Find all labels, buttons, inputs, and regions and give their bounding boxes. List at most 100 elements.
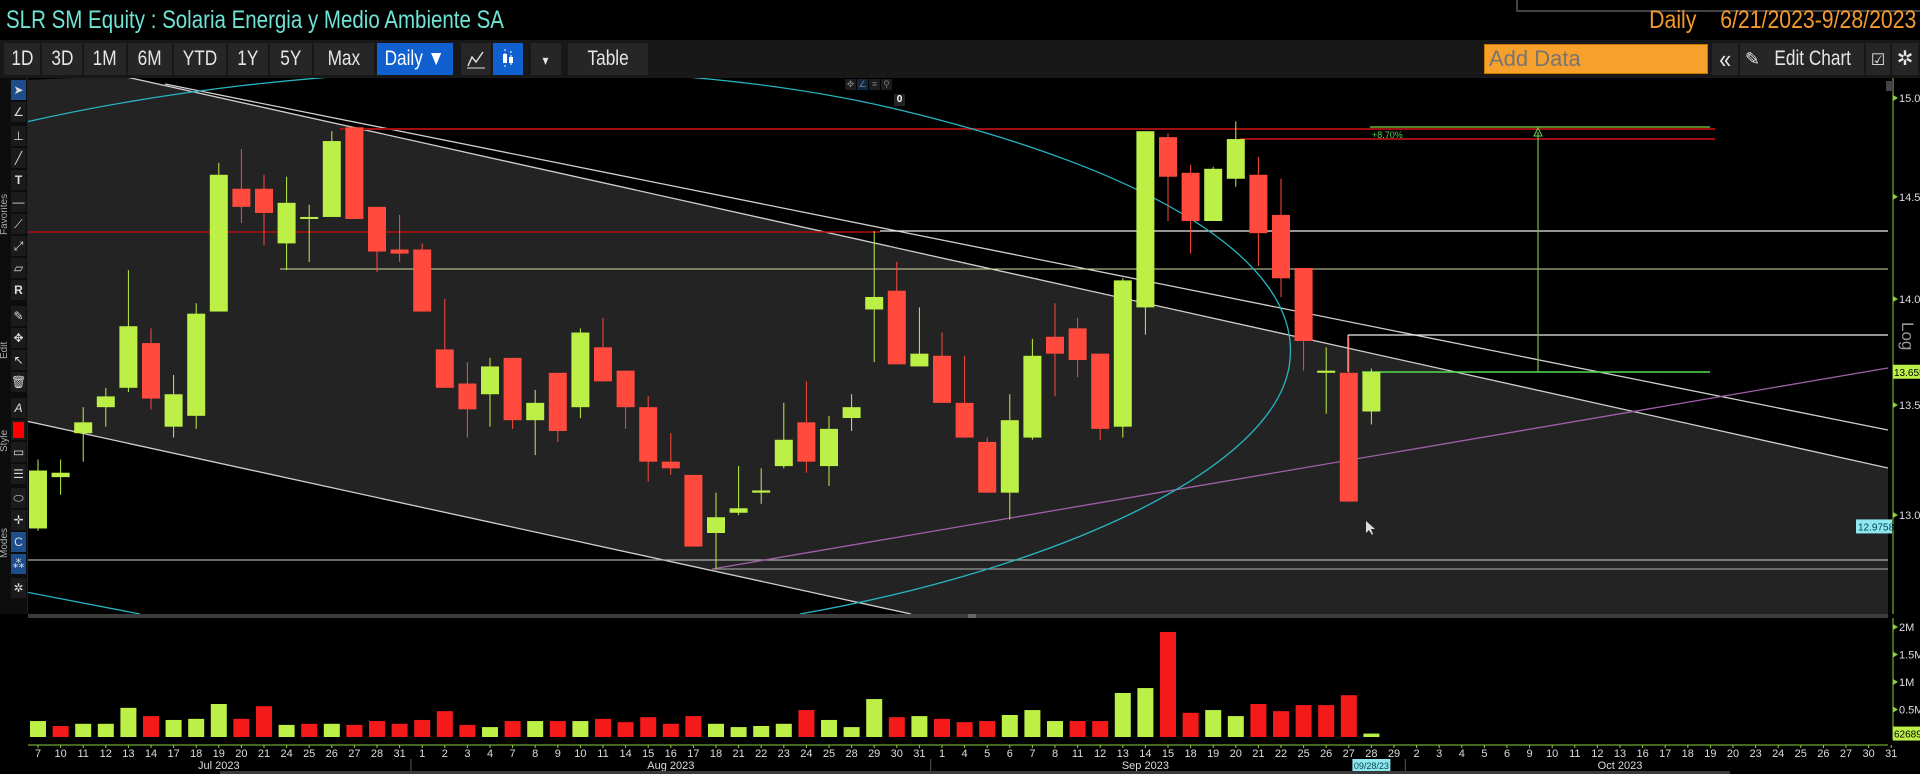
candle[interactable] bbox=[684, 474, 703, 547]
candle[interactable] bbox=[1136, 131, 1155, 335]
text-tool-icon[interactable]: T bbox=[11, 170, 26, 190]
candle[interactable] bbox=[1204, 166, 1223, 222]
candle[interactable] bbox=[368, 206, 386, 273]
candle[interactable] bbox=[1046, 303, 1064, 397]
candle[interactable] bbox=[933, 332, 951, 403]
gear-icon[interactable]: ✲ bbox=[11, 578, 26, 598]
candle[interactable] bbox=[910, 307, 929, 367]
candle[interactable] bbox=[797, 381, 816, 473]
candle[interactable] bbox=[345, 127, 364, 219]
pencil-dropdown-icon[interactable]: ∠ bbox=[11, 102, 26, 122]
settings-button[interactable]: ✲ bbox=[1892, 43, 1918, 75]
select-add-icon[interactable]: ↖ bbox=[11, 350, 26, 370]
candle[interactable] bbox=[51, 459, 70, 495]
candle[interactable] bbox=[752, 468, 771, 504]
candle[interactable] bbox=[1249, 156, 1268, 266]
candle[interactable] bbox=[232, 148, 251, 224]
candle[interactable] bbox=[255, 174, 273, 246]
trash-icon[interactable]: 🗑 bbox=[11, 372, 26, 392]
candle[interactable] bbox=[209, 162, 228, 312]
candle[interactable] bbox=[571, 328, 590, 419]
table-button[interactable]: Table bbox=[568, 43, 648, 75]
fill-icon[interactable]: ▭ bbox=[11, 442, 26, 462]
candle[interactable] bbox=[955, 355, 974, 438]
candle[interactable] bbox=[187, 303, 206, 429]
candle[interactable] bbox=[1113, 278, 1132, 438]
candlestick-chart-button[interactable] bbox=[493, 43, 523, 75]
candle[interactable] bbox=[729, 466, 748, 515]
candle[interactable] bbox=[503, 357, 522, 429]
candle[interactable] bbox=[142, 328, 160, 410]
retracement-icon[interactable]: R bbox=[11, 280, 26, 300]
candle[interactable] bbox=[1339, 336, 1358, 502]
candle[interactable] bbox=[74, 407, 93, 462]
draw-icon[interactable]: ✎ bbox=[11, 306, 26, 326]
candle[interactable] bbox=[1226, 121, 1245, 187]
pane-divider-handle[interactable] bbox=[968, 614, 976, 618]
candle[interactable] bbox=[820, 415, 838, 487]
candle[interactable] bbox=[390, 214, 409, 262]
period-1m-button[interactable]: 1M bbox=[84, 43, 126, 75]
period-1y-button[interactable]: 1Y bbox=[228, 43, 268, 75]
candle[interactable] bbox=[1181, 164, 1200, 254]
period-1d-button[interactable]: 1D bbox=[4, 43, 40, 75]
period-6m-button[interactable]: 6M bbox=[128, 43, 172, 75]
log-scale-label[interactable]: Log bbox=[1898, 322, 1917, 350]
candle[interactable] bbox=[458, 362, 477, 438]
ray-icon[interactable]: ⤢ bbox=[11, 236, 26, 256]
period-ytd-button[interactable]: YTD bbox=[174, 43, 226, 75]
candle[interactable] bbox=[978, 437, 997, 493]
candle[interactable] bbox=[300, 204, 319, 262]
color-swatch-icon[interactable] bbox=[11, 420, 26, 440]
candle[interactable] bbox=[1023, 338, 1042, 440]
list-icon[interactable]: ≡ bbox=[869, 79, 880, 90]
candle[interactable] bbox=[413, 243, 432, 312]
cursor-icon[interactable]: ➤ bbox=[11, 80, 26, 100]
candle[interactable] bbox=[96, 387, 115, 427]
move-icon[interactable]: ✥ bbox=[845, 79, 856, 90]
pane-divider[interactable] bbox=[28, 614, 1888, 618]
candle[interactable] bbox=[661, 433, 680, 475]
candle[interactable] bbox=[616, 370, 635, 429]
edit-chart-button[interactable]: ✎ Edit Chart bbox=[1740, 43, 1864, 75]
horizontal-line-icon[interactable]: — bbox=[11, 192, 26, 212]
line-tool-icon[interactable]: ╱ bbox=[11, 148, 26, 168]
candle[interactable] bbox=[1159, 133, 1177, 222]
move-icon[interactable]: ✥ bbox=[11, 328, 26, 348]
candle[interactable] bbox=[774, 402, 793, 469]
zoom-icon[interactable]: ⚲ bbox=[881, 79, 892, 90]
candle[interactable] bbox=[526, 389, 545, 456]
date-range-display[interactable]: Daily 6/21/2023-9/28/2023 bbox=[1625, 6, 1916, 35]
candle[interactable] bbox=[842, 394, 861, 432]
candle[interactable] bbox=[887, 261, 906, 365]
candle[interactable] bbox=[1000, 394, 1019, 520]
add-data-input[interactable] bbox=[1484, 44, 1708, 74]
checklist-button[interactable]: ☑ bbox=[1866, 43, 1890, 75]
axis-scroll-handle[interactable] bbox=[1886, 81, 1893, 91]
magnet-icon[interactable]: C bbox=[11, 532, 26, 552]
draw-icon[interactable]: ∠ bbox=[857, 79, 868, 90]
chart-type-dropdown[interactable]: ▾ bbox=[531, 43, 561, 75]
candle[interactable] bbox=[119, 270, 138, 393]
lasso-icon[interactable]: ⬭ bbox=[11, 488, 26, 508]
candle[interactable] bbox=[322, 131, 341, 217]
candle[interactable] bbox=[164, 374, 183, 438]
percent-measure-icon[interactable]: ⊥ bbox=[11, 126, 26, 146]
candle[interactable] bbox=[865, 231, 884, 363]
candle[interactable] bbox=[1091, 353, 1110, 440]
candle[interactable] bbox=[639, 396, 658, 482]
candle[interactable] bbox=[481, 357, 499, 427]
candle[interactable] bbox=[1068, 317, 1087, 378]
font-icon[interactable]: A bbox=[11, 398, 26, 418]
candle[interactable] bbox=[277, 176, 296, 271]
candle[interactable] bbox=[594, 317, 612, 382]
period-5y-button[interactable]: 5Y bbox=[270, 43, 312, 75]
collapse-button[interactable]: « bbox=[1712, 43, 1738, 75]
candle[interactable] bbox=[1294, 267, 1313, 371]
candle[interactable] bbox=[29, 459, 47, 531]
channel-icon[interactable]: ▱ bbox=[11, 258, 26, 278]
candle[interactable] bbox=[548, 372, 567, 442]
period-3d-button[interactable]: 3D bbox=[42, 43, 82, 75]
line-style-icon[interactable]: ☰ bbox=[11, 464, 26, 484]
frequency-dropdown[interactable]: Daily ▼ bbox=[377, 43, 453, 75]
